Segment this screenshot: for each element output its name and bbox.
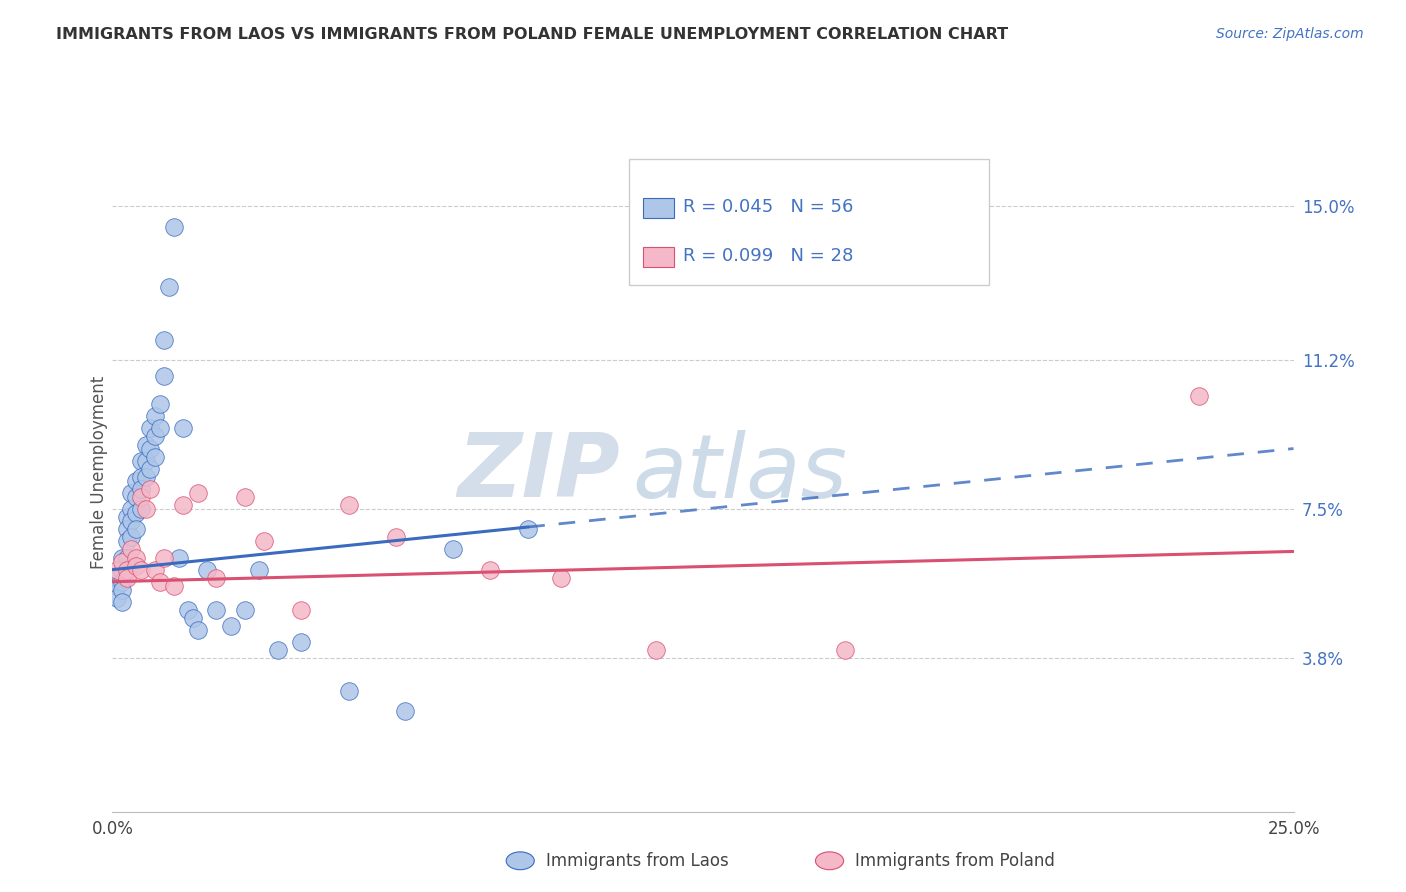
Point: [143, 409, 166, 424]
Point: [267, 643, 290, 657]
Point: [139, 421, 162, 435]
Point: [135, 470, 157, 484]
Point: [550, 571, 572, 585]
Point: [125, 474, 148, 488]
Point: [143, 429, 166, 443]
Text: Source: ZipAtlas.com: Source: ZipAtlas.com: [1216, 27, 1364, 41]
Point: [120, 502, 142, 516]
Point: [149, 421, 172, 435]
Point: [394, 704, 416, 718]
Point: [1188, 389, 1211, 403]
Point: [115, 550, 138, 565]
Point: [111, 550, 134, 565]
Point: [143, 450, 166, 464]
Point: [186, 623, 208, 637]
Point: [186, 486, 208, 500]
Point: [385, 530, 408, 544]
Point: [129, 482, 152, 496]
Point: [129, 470, 152, 484]
Point: [135, 453, 157, 467]
Point: [205, 603, 228, 617]
Point: [139, 482, 162, 496]
Point: [290, 635, 312, 649]
Point: [111, 595, 134, 609]
Point: [120, 530, 142, 544]
Point: [120, 542, 142, 557]
Point: [157, 280, 180, 294]
Point: [172, 498, 194, 512]
Point: [153, 368, 176, 383]
Point: [129, 563, 152, 577]
Point: [125, 550, 148, 565]
Point: [115, 522, 138, 536]
Point: [153, 550, 176, 565]
Point: [125, 506, 148, 520]
Text: atlas: atlas: [633, 430, 846, 516]
Point: [111, 555, 134, 569]
Text: R = 0.045   N = 56: R = 0.045 N = 56: [683, 198, 853, 216]
Point: [253, 534, 276, 549]
Point: [125, 522, 148, 536]
Point: [115, 510, 138, 524]
Point: [167, 550, 190, 565]
Point: [125, 558, 148, 573]
Point: [143, 563, 166, 577]
Point: [115, 563, 138, 577]
Point: [149, 574, 172, 589]
Point: [153, 333, 176, 347]
Point: [479, 563, 502, 577]
Y-axis label: Female Unemployment: Female Unemployment: [90, 376, 108, 569]
Point: [337, 498, 360, 512]
Point: [120, 514, 142, 528]
Point: [139, 461, 162, 475]
Text: Immigrants from Laos: Immigrants from Laos: [546, 852, 728, 870]
Point: [115, 563, 138, 577]
Point: [111, 582, 134, 597]
Point: [177, 603, 200, 617]
Point: [135, 437, 157, 451]
Point: [195, 563, 218, 577]
Point: [105, 571, 128, 585]
Point: [115, 534, 138, 549]
Point: [517, 522, 540, 536]
Point: [149, 397, 172, 411]
Point: [129, 490, 152, 504]
Point: [129, 453, 152, 467]
Point: [115, 571, 138, 585]
Point: [163, 579, 186, 593]
Point: [290, 603, 312, 617]
Point: [181, 611, 204, 625]
Point: [337, 683, 360, 698]
Point: [139, 442, 162, 456]
Point: [247, 563, 270, 577]
Point: [233, 603, 256, 617]
Point: [233, 490, 256, 504]
Point: [163, 219, 186, 234]
Point: [105, 579, 128, 593]
Text: Immigrants from Poland: Immigrants from Poland: [855, 852, 1054, 870]
Point: [111, 563, 134, 577]
Point: [135, 502, 157, 516]
Point: [219, 619, 242, 633]
Point: [205, 571, 228, 585]
Point: [111, 574, 134, 589]
Point: [129, 502, 152, 516]
Point: [834, 643, 856, 657]
Point: [105, 563, 128, 577]
Point: [105, 591, 128, 605]
Point: [120, 486, 142, 500]
Text: IMMIGRANTS FROM LAOS VS IMMIGRANTS FROM POLAND FEMALE UNEMPLOYMENT CORRELATION C: IMMIGRANTS FROM LAOS VS IMMIGRANTS FROM …: [56, 27, 1008, 42]
Point: [644, 643, 666, 657]
Text: R = 0.099   N = 28: R = 0.099 N = 28: [683, 247, 853, 265]
Text: ZIP: ZIP: [457, 429, 620, 516]
Point: [441, 542, 464, 557]
Point: [172, 421, 194, 435]
Point: [125, 490, 148, 504]
